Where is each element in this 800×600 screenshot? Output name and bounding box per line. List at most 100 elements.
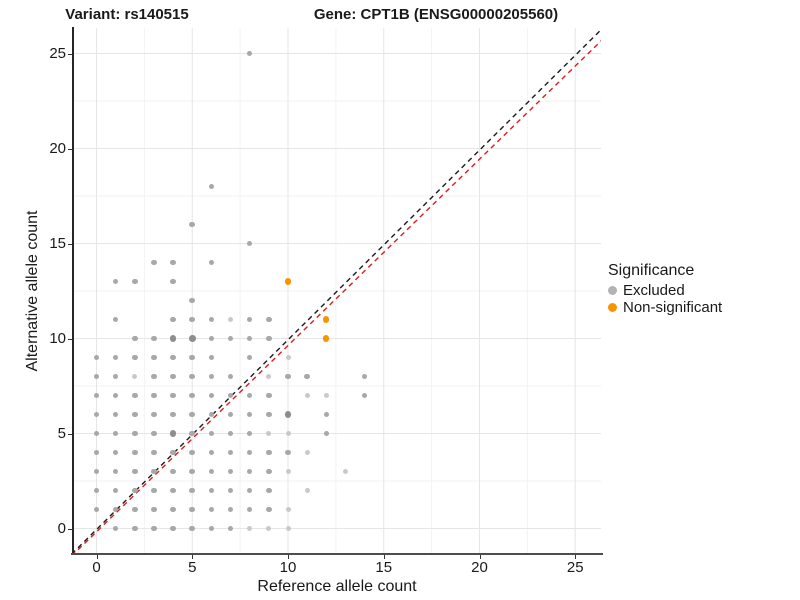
y-tick-label: 25 (49, 44, 66, 62)
x-tick-mark (192, 555, 194, 559)
data-point-excluded (304, 488, 310, 493)
data-point-excluded (246, 506, 253, 513)
data-point-excluded (132, 374, 138, 379)
data-point-excluded (285, 469, 291, 474)
data-point-excluded (227, 392, 234, 399)
data-point-excluded (246, 316, 253, 323)
legend-title: Significance (608, 262, 695, 279)
data-point-excluded (132, 354, 138, 361)
data-point-excluded (93, 411, 100, 418)
data-point-excluded (189, 373, 196, 380)
data-point-excluded (246, 50, 253, 57)
data-point-excluded (93, 487, 100, 494)
data-point-excluded (208, 525, 215, 532)
data-point-excluded (208, 468, 215, 475)
data-point-excluded (266, 506, 272, 513)
y-tick-mark (68, 243, 72, 245)
x-tick-mark (96, 555, 98, 559)
data-point-excluded (227, 487, 234, 494)
data-point-excluded (228, 317, 234, 322)
data-point-excluded (170, 468, 176, 475)
data-point-excluded (208, 506, 215, 513)
legend-label-nonsignificant: Non-significant (623, 299, 723, 316)
data-point-excluded (285, 507, 291, 512)
data-point-excluded (170, 354, 176, 361)
data-point-excluded (246, 392, 253, 399)
data-point-excluded (246, 354, 253, 361)
data-point-excluded (266, 431, 272, 436)
data-point-excluded (151, 354, 157, 361)
data-point-excluded (112, 373, 119, 380)
data-point-excluded (151, 468, 157, 475)
data-point-excluded (246, 487, 253, 494)
data-point-excluded (151, 525, 157, 532)
data-point-excluded (323, 411, 330, 418)
plot-panel (73, 28, 601, 555)
data-point-excluded (93, 392, 100, 399)
x-tick-label: 25 (566, 559, 584, 576)
data-point-excluded (323, 430, 330, 437)
data-point-excluded (112, 430, 119, 437)
data-point-excluded (208, 430, 215, 437)
data-point-excluded (93, 373, 100, 380)
data-point-excluded (132, 335, 138, 342)
data-point-excluded (112, 487, 119, 494)
y-tick-mark (68, 528, 72, 530)
y-tick-label: 5 (57, 424, 66, 442)
data-point-excluded (151, 411, 157, 418)
y-tick-label: 20 (49, 139, 66, 157)
data-point-excluded (132, 278, 138, 285)
x-tick-label: 10 (279, 559, 297, 576)
data-point-excluded (208, 335, 215, 342)
data-point-excluded (304, 393, 310, 398)
data-point-excluded (189, 411, 196, 418)
gridlines-and-reference-lines (73, 28, 601, 555)
data-point-excluded (266, 526, 272, 531)
data-point-excluded (246, 449, 253, 456)
legend-item-excluded: Excluded (608, 282, 798, 299)
data-point-excluded (266, 411, 272, 418)
x-tick-label: 15 (375, 559, 393, 576)
x-tick-mark (383, 555, 385, 559)
data-point-excluded (208, 316, 215, 323)
data-point-excluded (169, 335, 177, 342)
x-tick-mark (479, 555, 481, 559)
data-point-excluded (285, 373, 291, 380)
data-point-excluded (189, 468, 196, 475)
data-point-excluded (246, 411, 253, 418)
data-point-excluded (112, 411, 119, 418)
data-point-excluded (151, 449, 157, 456)
data-point-excluded (93, 506, 100, 513)
data-point-excluded (361, 373, 368, 380)
data-point-excluded (266, 487, 272, 494)
data-point-excluded (93, 430, 100, 437)
data-point-excluded (112, 449, 119, 456)
data-point-excluded (227, 525, 234, 532)
y-tick-mark (68, 53, 72, 55)
data-point-excluded (151, 259, 157, 266)
data-point-excluded (132, 468, 138, 475)
data-point-excluded (227, 468, 234, 475)
data-point-excluded (170, 259, 176, 266)
x-tick-label: 20 (471, 559, 488, 576)
data-point-excluded (227, 411, 234, 418)
data-point-excluded (112, 316, 119, 323)
nonsignificant-dot-icon (608, 303, 617, 312)
y-tick-mark (68, 338, 72, 340)
x-axis-line (71, 553, 603, 555)
data-point-excluded (266, 335, 272, 342)
y-tick-label: 0 (57, 519, 66, 537)
y-axis-line (72, 27, 74, 555)
data-point-excluded (266, 392, 272, 399)
data-point-excluded (132, 430, 138, 437)
data-point-excluded (189, 297, 196, 304)
y-tick-mark (68, 148, 72, 150)
data-point-excluded (227, 335, 234, 342)
legend: Significance Excluded Non-significant (608, 262, 798, 316)
data-point-excluded (208, 449, 215, 456)
data-point-excluded (189, 354, 196, 361)
data-point-excluded (132, 506, 138, 513)
data-point-excluded (189, 221, 196, 228)
data-point-excluded (112, 525, 119, 532)
